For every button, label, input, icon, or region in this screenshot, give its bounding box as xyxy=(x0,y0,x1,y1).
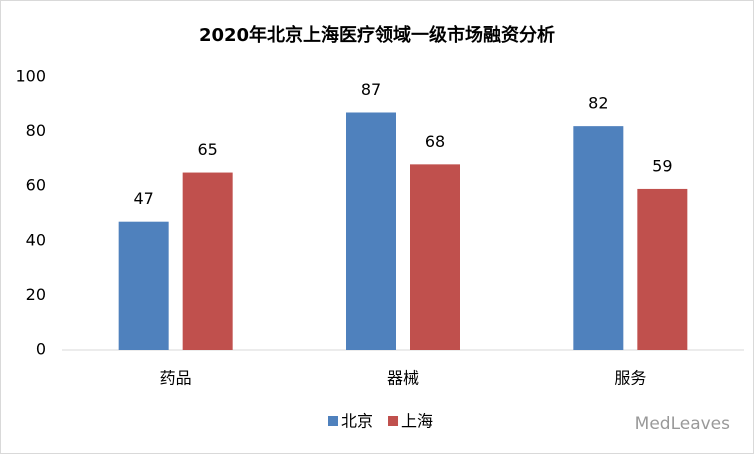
x-tick-label: 服务 xyxy=(614,369,646,388)
data-label: 47 xyxy=(133,189,153,208)
data-label: 87 xyxy=(361,80,381,99)
y-tick-label: 60 xyxy=(26,176,46,195)
y-tick-label: 80 xyxy=(26,121,46,140)
bar xyxy=(346,112,396,351)
bar xyxy=(118,221,169,350)
x-tick-label: 药品 xyxy=(160,369,192,388)
y-tick-label: 20 xyxy=(26,285,46,304)
bar xyxy=(637,188,688,350)
bar xyxy=(410,164,460,350)
watermark: MedLeaves xyxy=(635,414,730,434)
legend-swatch xyxy=(328,416,338,426)
data-label: 59 xyxy=(652,156,672,175)
bar xyxy=(573,126,624,350)
legend-label: 北京 xyxy=(341,412,373,431)
data-label: 82 xyxy=(588,94,608,113)
y-tick-label: 0 xyxy=(36,340,46,359)
chart-title: 2020年北京上海医疗领域一级市场融资分析 xyxy=(199,24,555,46)
legend-label: 上海 xyxy=(401,412,433,431)
legend-swatch xyxy=(388,416,399,426)
data-label: 65 xyxy=(197,140,217,159)
data-label: 68 xyxy=(425,132,445,151)
x-tick-label: 器械 xyxy=(387,369,419,388)
y-tick-label: 100 xyxy=(15,67,46,86)
y-tick-label: 40 xyxy=(26,230,46,249)
bar xyxy=(182,172,233,350)
